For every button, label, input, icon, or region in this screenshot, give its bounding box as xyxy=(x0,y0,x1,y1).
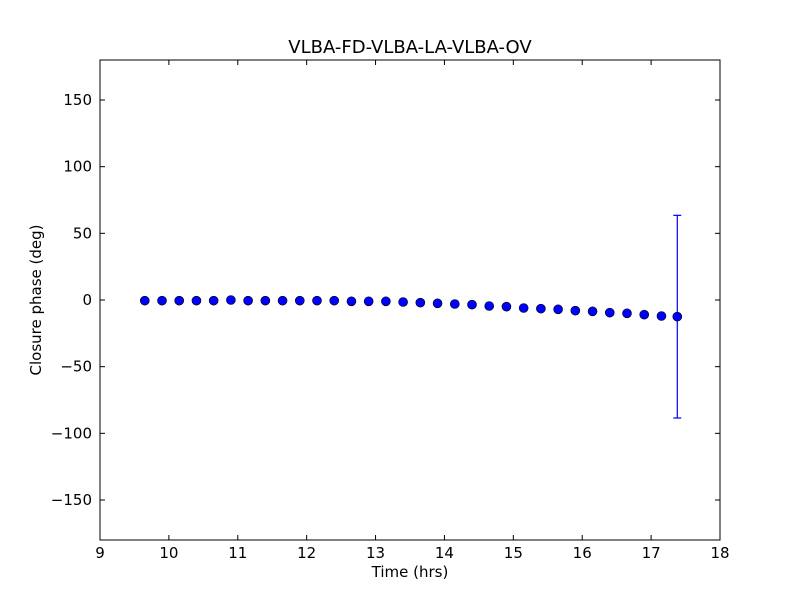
x-tick-label: 12 xyxy=(297,544,316,562)
data-point xyxy=(622,308,632,319)
y-tick-label: 0 xyxy=(82,291,92,309)
x-axis-label: Time (hrs) xyxy=(371,563,449,581)
data-point xyxy=(346,296,357,307)
y-tick-label: 100 xyxy=(63,158,92,176)
data-point xyxy=(277,295,288,306)
data-point xyxy=(501,301,512,312)
x-tick-label: 14 xyxy=(435,544,454,562)
data-point xyxy=(139,295,150,306)
data-point xyxy=(191,295,202,306)
data-point xyxy=(639,309,650,320)
data-point xyxy=(208,295,219,306)
data-point xyxy=(363,296,374,307)
data-point xyxy=(656,311,667,321)
x-tick-label: 18 xyxy=(710,544,729,562)
y-tick-label: 50 xyxy=(73,224,92,242)
chart-title: VLBA-FD-VLBA-LA-VLBA-OV xyxy=(288,37,532,58)
data-point xyxy=(449,299,460,309)
data-point xyxy=(553,304,563,315)
data-point xyxy=(329,295,340,306)
data-point xyxy=(432,298,443,309)
x-tick-label: 10 xyxy=(159,544,178,562)
x-tick-label: 15 xyxy=(504,544,523,562)
y-tick-label: −150 xyxy=(51,491,92,509)
data-point xyxy=(398,297,408,307)
x-tick-label: 17 xyxy=(642,544,661,562)
data-point xyxy=(312,295,322,306)
data-point xyxy=(672,311,683,322)
data-point xyxy=(243,295,253,306)
data-point xyxy=(604,307,615,318)
data-point xyxy=(294,295,305,306)
y-tick-label: −50 xyxy=(60,358,92,376)
data-point xyxy=(174,295,185,306)
data-point xyxy=(518,303,529,313)
x-tick-label: 16 xyxy=(573,544,592,562)
x-tick-label: 13 xyxy=(366,544,385,562)
data-point xyxy=(467,299,477,310)
axis-ticks: 9 10 11 12 13 14 15 16 17 18 −150 −100 −50 0 50 100 150 xyxy=(51,60,730,562)
y-tick-label: 150 xyxy=(63,91,92,109)
data-points xyxy=(139,295,683,322)
data-point xyxy=(381,296,391,307)
plot-area-frame xyxy=(99,59,721,541)
data-point xyxy=(260,295,271,306)
data-point xyxy=(587,306,598,317)
y-axis-label: Closure phase (deg) xyxy=(27,225,45,376)
data-point xyxy=(484,301,495,311)
data-point xyxy=(536,303,546,314)
x-tick-label: 9 xyxy=(95,544,105,562)
y-tick-label: −100 xyxy=(51,424,92,442)
x-tick-label: 11 xyxy=(228,544,247,562)
data-point xyxy=(226,295,236,305)
data-point xyxy=(415,297,426,308)
data-point xyxy=(157,295,167,306)
data-point xyxy=(570,305,581,316)
